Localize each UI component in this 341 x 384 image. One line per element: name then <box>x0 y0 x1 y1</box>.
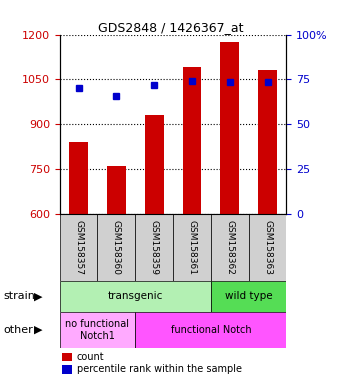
Text: no functional
Notch1: no functional Notch1 <box>65 319 130 341</box>
Text: percentile rank within the sample: percentile rank within the sample <box>77 364 242 374</box>
Text: functional Notch: functional Notch <box>170 325 251 335</box>
Bar <box>258 70 277 214</box>
Bar <box>98 214 135 281</box>
Text: ▶: ▶ <box>34 291 43 301</box>
Bar <box>60 214 98 281</box>
Text: other: other <box>3 325 33 335</box>
Bar <box>249 214 286 281</box>
Bar <box>60 312 135 348</box>
Text: GSM158362: GSM158362 <box>225 220 234 275</box>
Bar <box>62 353 72 361</box>
Bar <box>145 115 164 214</box>
Bar <box>69 142 88 214</box>
Bar <box>211 281 286 312</box>
Text: GDS2848 / 1426367_at: GDS2848 / 1426367_at <box>98 21 243 34</box>
Bar <box>135 214 173 281</box>
Text: count: count <box>77 352 104 362</box>
Text: GSM158360: GSM158360 <box>112 220 121 275</box>
Bar <box>173 214 211 281</box>
Text: ▶: ▶ <box>34 325 43 335</box>
Text: strain: strain <box>3 291 35 301</box>
Text: GSM158363: GSM158363 <box>263 220 272 275</box>
Text: GSM158357: GSM158357 <box>74 220 83 275</box>
Text: wild type: wild type <box>225 291 272 301</box>
Text: transgenic: transgenic <box>107 291 163 301</box>
Bar <box>107 166 126 214</box>
Bar <box>220 42 239 214</box>
Bar <box>135 312 286 348</box>
Bar <box>182 68 202 214</box>
Bar <box>60 281 211 312</box>
Text: GSM158361: GSM158361 <box>188 220 196 275</box>
Bar <box>211 214 249 281</box>
Text: GSM158359: GSM158359 <box>150 220 159 275</box>
Bar <box>62 365 72 374</box>
